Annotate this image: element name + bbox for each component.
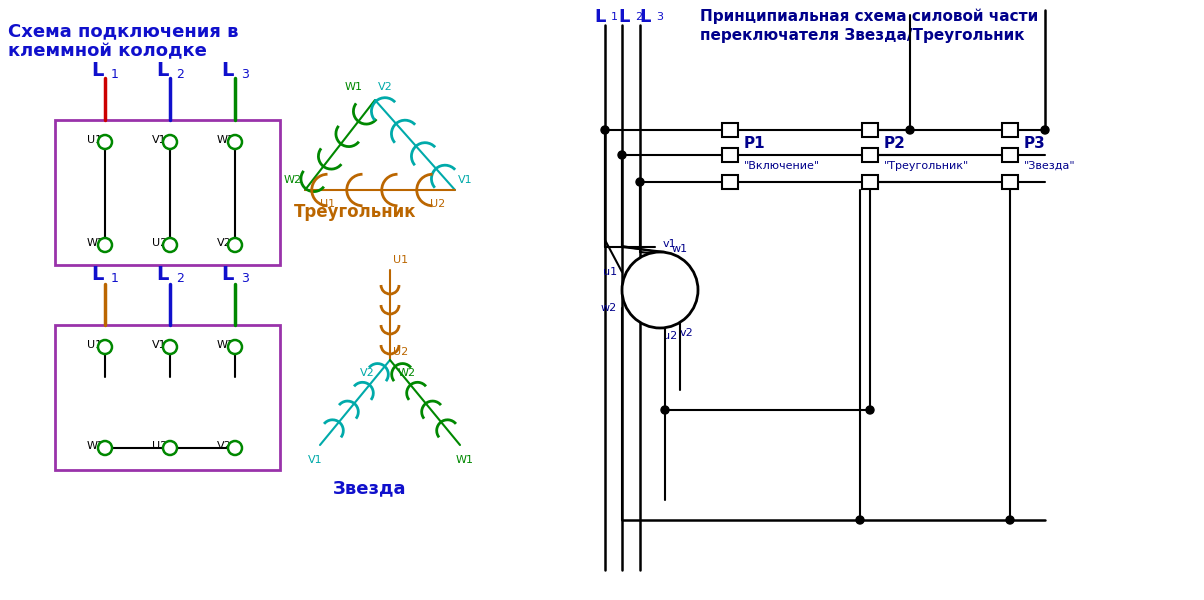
Text: V1: V1 bbox=[152, 340, 166, 350]
Bar bbox=[862, 148, 878, 162]
Bar bbox=[1002, 148, 1019, 162]
Text: u1: u1 bbox=[603, 267, 616, 277]
Circle shape bbox=[98, 340, 112, 354]
Circle shape bbox=[661, 406, 669, 414]
Text: 3: 3 bbox=[241, 272, 249, 286]
Text: L: L bbox=[619, 8, 630, 26]
Text: L: L bbox=[595, 8, 606, 26]
Circle shape bbox=[1007, 516, 1014, 524]
Text: W2: W2 bbox=[399, 368, 417, 378]
Text: P3: P3 bbox=[1023, 136, 1046, 151]
Text: v1: v1 bbox=[663, 239, 677, 249]
Text: w2: w2 bbox=[601, 303, 616, 313]
Text: Принципиальная схема силовой части: Принципиальная схема силовой части bbox=[700, 8, 1038, 23]
Text: "Включение": "Включение" bbox=[744, 161, 820, 171]
Text: U1: U1 bbox=[87, 135, 102, 145]
Text: L: L bbox=[220, 265, 234, 284]
Bar bbox=[722, 123, 738, 137]
Bar bbox=[722, 148, 738, 162]
Circle shape bbox=[163, 340, 177, 354]
Circle shape bbox=[601, 126, 609, 134]
Text: U1: U1 bbox=[393, 255, 408, 265]
Text: v2: v2 bbox=[680, 328, 694, 338]
Text: W2: W2 bbox=[87, 238, 105, 248]
Text: L: L bbox=[155, 61, 169, 79]
Text: u2: u2 bbox=[663, 331, 677, 341]
Text: V2: V2 bbox=[360, 368, 374, 378]
Bar bbox=[722, 175, 738, 189]
Circle shape bbox=[228, 135, 242, 149]
Bar bbox=[55, 120, 281, 265]
Text: "Звезда": "Звезда" bbox=[1023, 161, 1075, 171]
Text: 2: 2 bbox=[176, 67, 184, 80]
Text: V1: V1 bbox=[458, 175, 473, 185]
Text: 3: 3 bbox=[241, 67, 249, 80]
Circle shape bbox=[866, 406, 874, 414]
Text: 1: 1 bbox=[111, 272, 119, 286]
Text: W2: W2 bbox=[87, 441, 105, 451]
Text: W1: W1 bbox=[217, 340, 235, 350]
Text: U1: U1 bbox=[87, 340, 102, 350]
Circle shape bbox=[228, 340, 242, 354]
Text: U2: U2 bbox=[152, 441, 167, 451]
Text: U2: U2 bbox=[393, 347, 408, 357]
Text: Звезда: Звезда bbox=[334, 479, 407, 497]
Text: U2: U2 bbox=[152, 238, 167, 248]
Text: M: M bbox=[651, 281, 669, 299]
Text: клеммной колодке: клеммной колодке bbox=[8, 42, 207, 60]
Circle shape bbox=[905, 126, 914, 134]
Text: w1: w1 bbox=[672, 244, 689, 254]
Text: V1: V1 bbox=[308, 455, 323, 465]
Text: Треугольник: Треугольник bbox=[294, 203, 417, 221]
Bar bbox=[1002, 123, 1019, 137]
Circle shape bbox=[98, 238, 112, 252]
Text: V2: V2 bbox=[378, 82, 393, 92]
Text: переключателя Звезда/Треугольник: переключателя Звезда/Треугольник bbox=[700, 28, 1025, 43]
Circle shape bbox=[228, 441, 242, 455]
Text: W1: W1 bbox=[456, 455, 474, 465]
Circle shape bbox=[163, 135, 177, 149]
Circle shape bbox=[856, 516, 864, 524]
Text: W1: W1 bbox=[217, 135, 235, 145]
Text: "Треугольник": "Треугольник" bbox=[884, 161, 969, 171]
Text: U1: U1 bbox=[320, 199, 335, 209]
Text: W2: W2 bbox=[284, 175, 302, 185]
Text: V2: V2 bbox=[217, 238, 231, 248]
Text: 1: 1 bbox=[111, 67, 119, 80]
Bar bbox=[862, 175, 878, 189]
Text: V1: V1 bbox=[152, 135, 166, 145]
Text: L: L bbox=[90, 265, 104, 284]
Text: U2: U2 bbox=[430, 199, 445, 209]
Text: L: L bbox=[90, 61, 104, 79]
Text: 2: 2 bbox=[176, 272, 184, 286]
Bar bbox=[1002, 175, 1019, 189]
Text: Схема подключения в: Схема подключения в bbox=[8, 22, 238, 40]
Circle shape bbox=[163, 441, 177, 455]
Bar bbox=[862, 123, 878, 137]
Circle shape bbox=[98, 135, 112, 149]
Text: L: L bbox=[639, 8, 650, 26]
Text: 1: 1 bbox=[610, 12, 618, 22]
Text: P1: P1 bbox=[744, 136, 766, 151]
Text: V2: V2 bbox=[217, 441, 231, 451]
Text: L: L bbox=[155, 265, 169, 284]
Circle shape bbox=[622, 252, 698, 328]
Text: P2: P2 bbox=[884, 136, 905, 151]
Circle shape bbox=[98, 441, 112, 455]
Text: 2: 2 bbox=[635, 12, 642, 22]
Circle shape bbox=[636, 178, 644, 186]
Circle shape bbox=[228, 238, 242, 252]
Bar bbox=[55, 325, 281, 470]
Circle shape bbox=[618, 151, 626, 159]
Text: W1: W1 bbox=[346, 82, 362, 92]
Text: 3: 3 bbox=[656, 12, 663, 22]
Circle shape bbox=[1041, 126, 1049, 134]
Text: L: L bbox=[220, 61, 234, 79]
Circle shape bbox=[163, 238, 177, 252]
